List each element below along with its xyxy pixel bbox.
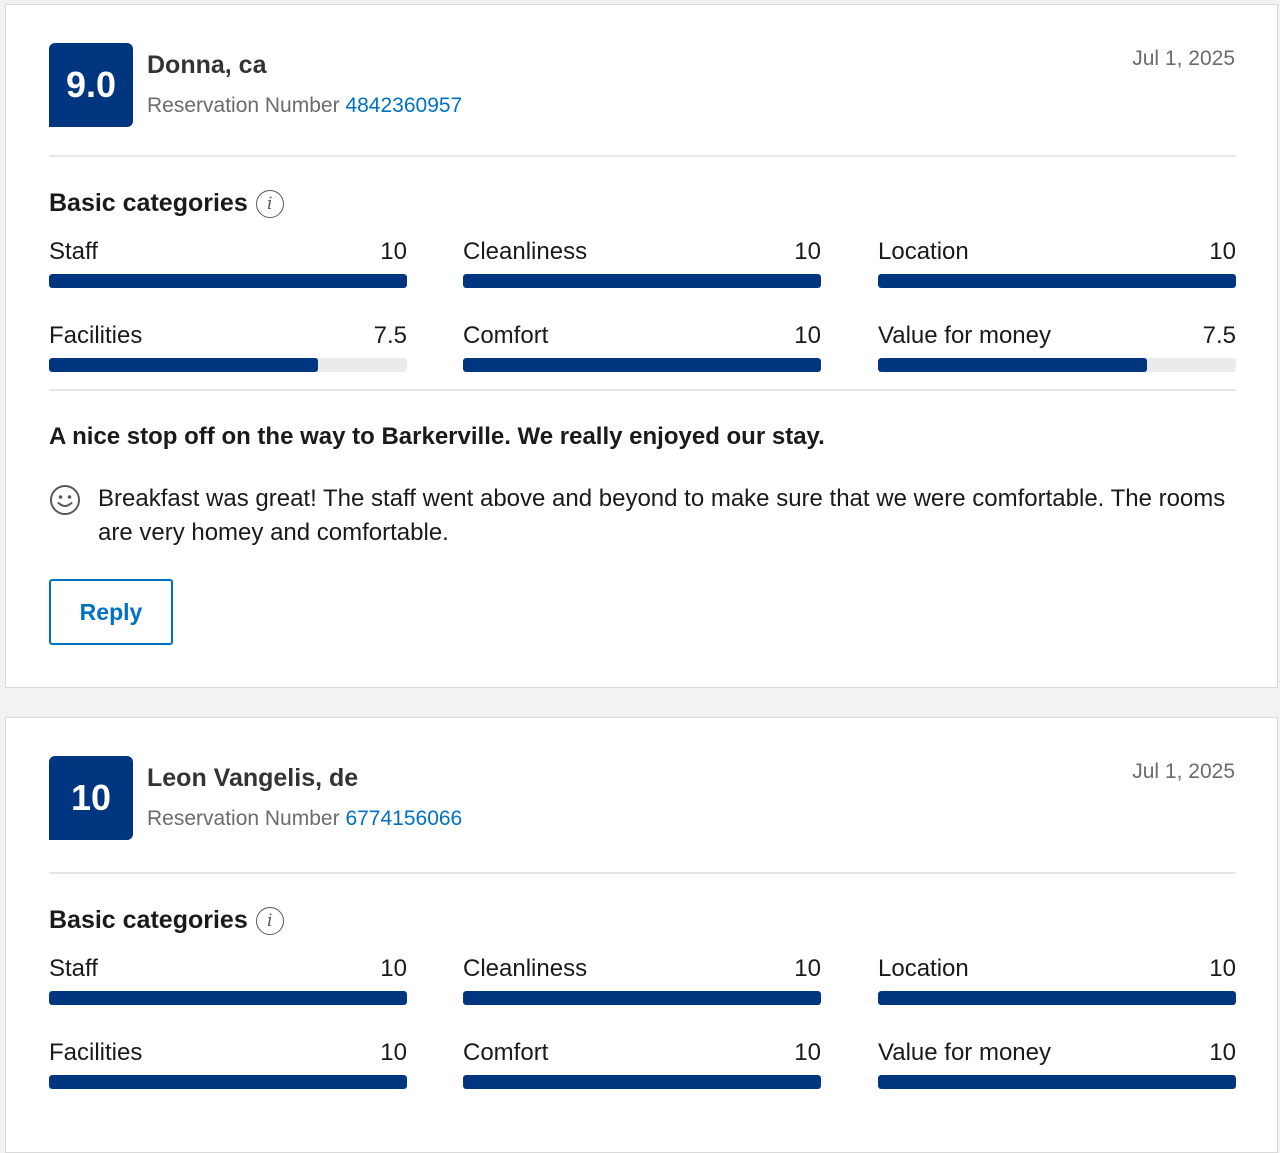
category-label: Location <box>878 955 969 982</box>
score-bar <box>878 991 1236 1005</box>
category-value-for-money: Value for money 10 <box>878 1038 1236 1089</box>
score-bar-fill <box>49 991 407 1005</box>
category-label: Staff <box>49 238 98 265</box>
category-score: 10 <box>794 955 821 982</box>
category-label: Staff <box>49 955 98 982</box>
category-facilities: Facilities 7.5 <box>49 321 407 372</box>
reply-button[interactable]: Reply <box>49 579 173 645</box>
category-label: Facilities <box>49 322 143 349</box>
score-bar <box>463 991 821 1005</box>
category-cleanliness: Cleanliness 10 <box>463 954 821 1005</box>
guest-name: Leon Vangelis, de <box>147 764 359 792</box>
positive-comment: Breakfast was great! The staff went abov… <box>49 482 1239 550</box>
category-label: Cleanliness <box>463 238 588 265</box>
score-bar-fill <box>463 1075 821 1089</box>
category-location: Location 10 <box>878 954 1236 1005</box>
category-cleanliness: Cleanliness 10 <box>463 237 821 288</box>
review-card: 9.0 Donna, ca Reservation Number 4842360… <box>5 4 1278 688</box>
score-bar-fill <box>49 274 407 288</box>
score-bar <box>463 1075 821 1089</box>
review-card: 10 Leon Vangelis, de Reservation Number … <box>5 717 1278 1153</box>
category-label: Comfort <box>463 322 549 349</box>
score-bar <box>878 274 1236 288</box>
category-score: 10 <box>794 238 821 265</box>
category-score: 10 <box>380 1039 407 1066</box>
categories-title: Basic categories <box>49 189 248 217</box>
score-bar <box>878 358 1236 372</box>
score-bar-fill <box>878 358 1147 372</box>
category-label: Cleanliness <box>463 955 588 982</box>
score-bar-fill <box>463 358 821 372</box>
score-bar <box>49 274 407 288</box>
divider <box>49 872 1236 874</box>
categories-heading: Basic categories i <box>49 189 284 218</box>
category-label: Comfort <box>463 1039 549 1066</box>
divider <box>49 155 1236 157</box>
positive-comment-text: Breakfast was great! The staff went abov… <box>98 485 1226 546</box>
review-date: Jul 1, 2025 <box>1132 760 1235 783</box>
score-bar-fill <box>49 358 318 372</box>
category-score: 10 <box>794 322 821 349</box>
score-bar <box>49 991 407 1005</box>
category-score: 10 <box>794 1039 821 1066</box>
divider <box>49 389 1236 391</box>
reservation-info: Reservation Number 4842360957 <box>147 94 462 118</box>
category-label: Value for money <box>878 322 1051 349</box>
review-title: A nice stop off on the way to Barkervill… <box>49 423 825 450</box>
reservation-label: Reservation Number <box>147 94 340 117</box>
reservation-label: Reservation Number <box>147 807 340 830</box>
category-staff: Staff 10 <box>49 237 407 288</box>
reservation-number-link[interactable]: 6774156066 <box>345 807 463 830</box>
review-date: Jul 1, 2025 <box>1132 47 1235 70</box>
category-score: 10 <box>1209 1039 1236 1066</box>
category-comfort: Comfort 10 <box>463 1038 821 1089</box>
score-bar <box>463 274 821 288</box>
score-bar-fill <box>463 274 821 288</box>
category-score: 10 <box>1209 238 1236 265</box>
score-bar-fill <box>878 991 1236 1005</box>
category-comfort: Comfort 10 <box>463 321 821 372</box>
categories-title: Basic categories <box>49 906 248 934</box>
reservation-number-link[interactable]: 4842360957 <box>345 94 463 117</box>
score-bar <box>49 358 407 372</box>
category-score: 7.5 <box>373 322 407 349</box>
category-staff: Staff 10 <box>49 954 407 1005</box>
category-label: Facilities <box>49 1039 143 1066</box>
category-value-for-money: Value for money 7.5 <box>878 321 1236 372</box>
category-location: Location 10 <box>878 237 1236 288</box>
info-icon[interactable]: i <box>255 906 284 935</box>
category-facilities: Facilities 10 <box>49 1038 407 1089</box>
reservation-info: Reservation Number 6774156066 <box>147 807 462 831</box>
score-bar <box>49 1075 407 1089</box>
score-bar-fill <box>878 274 1236 288</box>
score-badge: 9.0 <box>49 43 133 127</box>
score-bar-fill <box>49 1075 407 1089</box>
score-bar-fill <box>878 1075 1236 1089</box>
category-score: 10 <box>1209 955 1236 982</box>
categories-heading: Basic categories i <box>49 906 284 935</box>
category-score: 10 <box>380 238 407 265</box>
score-bar-fill <box>463 991 821 1005</box>
category-label: Location <box>878 238 969 265</box>
score-bar <box>463 358 821 372</box>
guest-name: Donna, ca <box>147 51 267 79</box>
info-icon[interactable]: i <box>255 189 284 218</box>
category-score: 10 <box>380 955 407 982</box>
category-label: Value for money <box>878 1039 1051 1066</box>
score-bar <box>878 1075 1236 1089</box>
smile-icon <box>50 485 80 515</box>
score-badge: 10 <box>49 756 133 840</box>
category-score: 7.5 <box>1202 322 1236 349</box>
